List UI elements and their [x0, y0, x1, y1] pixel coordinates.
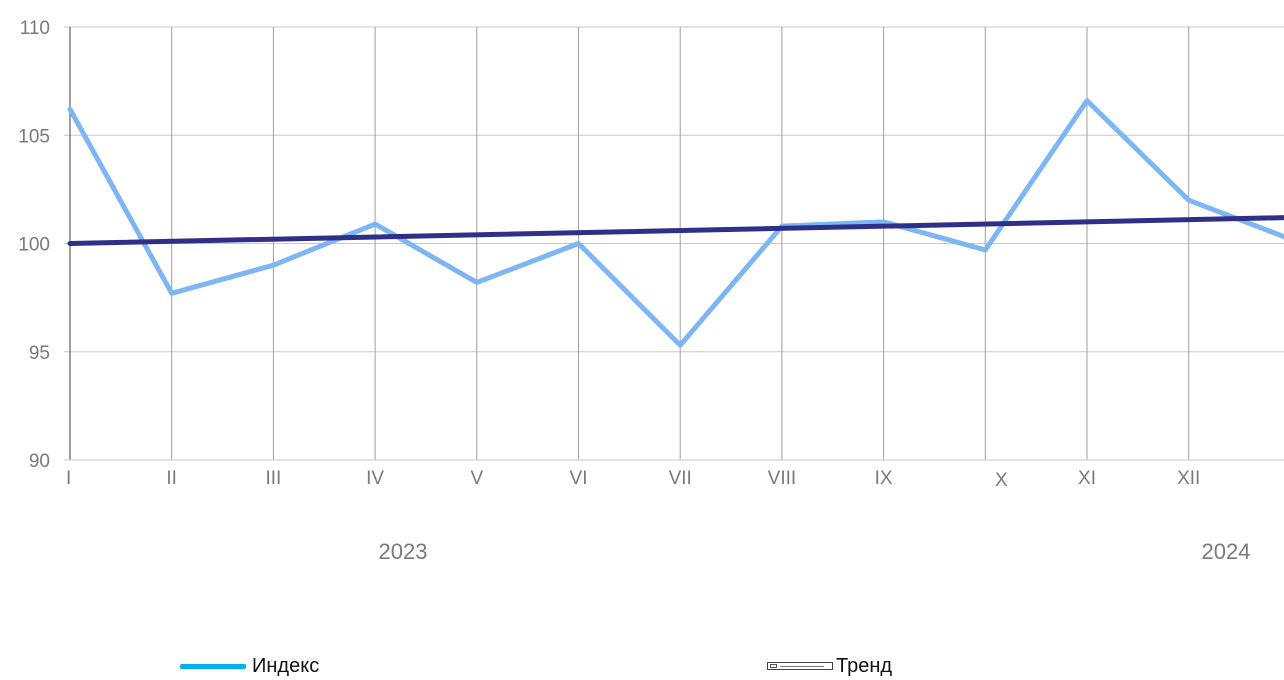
y-tick-label: 95 [29, 343, 50, 364]
index-legend-swatch [180, 663, 246, 669]
broken-image-icon [767, 662, 833, 670]
grid-lines [64, 26, 1284, 460]
y-tick-label: 110 [20, 18, 50, 39]
index-series-line [67, 98, 1284, 348]
year-label: 2023 [379, 539, 428, 564]
legend-item-index: Индекс [180, 652, 319, 680]
y-tick-label: 90 [29, 451, 50, 472]
x-tick-label: VI [570, 468, 588, 489]
index-legend-label: Индекс [252, 654, 320, 677]
x-tick-label: VIII [768, 468, 797, 489]
x-tick-label: VII [669, 468, 692, 489]
x-axis-ticks: I II III IV V VI VII VIII IX X XI XII [66, 468, 1200, 491]
legend-item-trend: Тренд [767, 652, 892, 680]
trend-series-line [67, 215, 1284, 246]
x-tick-label: IX [875, 468, 893, 489]
x-tick-label: I [66, 468, 71, 489]
x-tick-label: II [166, 468, 177, 489]
trend-legend-label: Тренд [836, 654, 893, 677]
y-axis-ticks: 90 95 100 105 110 [18, 18, 50, 472]
x-tick-label: XI [1078, 468, 1096, 489]
y-tick-label: 100 [18, 235, 50, 256]
x-tick-label: X [995, 470, 1008, 491]
year-label: 2024 [1202, 539, 1251, 564]
x-tick-label: XII [1177, 468, 1200, 489]
x-tick-label: V [470, 468, 483, 489]
series-lines [67, 98, 1284, 348]
y-tick-label: 105 [18, 126, 50, 147]
x-tick-label: III [265, 468, 281, 489]
x-tick-label: IV [366, 468, 384, 489]
year-labels: 2023 2024 [379, 539, 1251, 564]
